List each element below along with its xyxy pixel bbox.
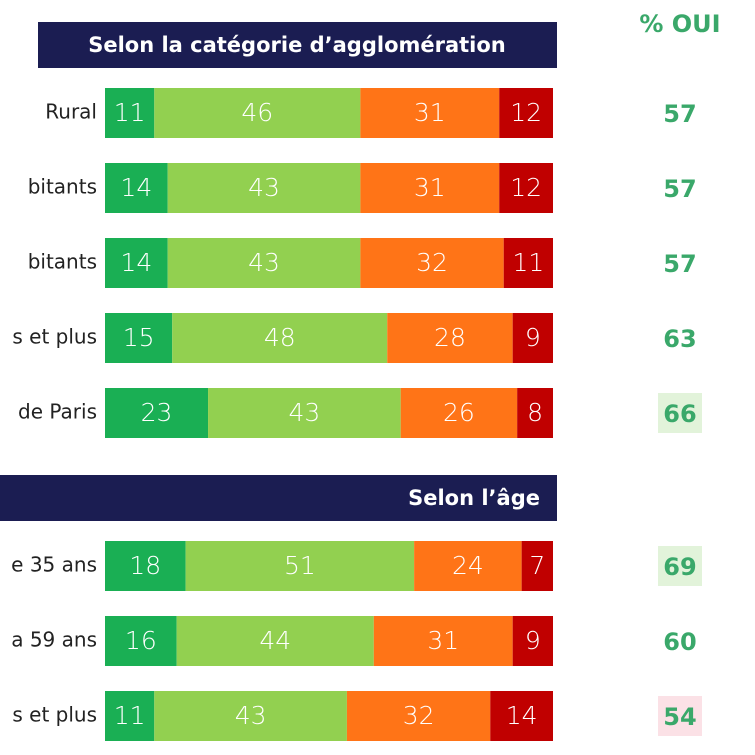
- value-label: 32: [403, 701, 435, 730]
- value-label: 11: [114, 701, 146, 730]
- bar-segment: [512, 616, 553, 666]
- bar-segment: [373, 616, 513, 666]
- category-label: bitants: [28, 175, 97, 199]
- bar-segment: [499, 163, 553, 213]
- bar-segment: [105, 541, 186, 591]
- value-label: 18: [129, 551, 161, 580]
- value-label: 26: [443, 398, 475, 427]
- value-label: 44: [259, 626, 291, 655]
- value-label: 31: [414, 173, 446, 202]
- value-label: 11: [114, 98, 146, 127]
- bar-segment: [185, 541, 415, 591]
- bar-segment: [176, 616, 374, 666]
- group-header: [38, 22, 557, 68]
- category-label: Rural: [45, 100, 97, 124]
- value-label: 43: [248, 248, 280, 277]
- value-label: 24: [452, 551, 484, 580]
- value-label: 14: [120, 173, 152, 202]
- value-label: 48: [264, 323, 296, 352]
- oui-highlight: [658, 546, 702, 586]
- value-label: 46: [241, 98, 273, 127]
- bar-segment: [105, 616, 177, 666]
- category-label: e 35 ans: [11, 553, 97, 577]
- value-label: 12: [510, 173, 542, 202]
- oui-value: 57: [663, 175, 696, 203]
- value-label: 51: [284, 551, 316, 580]
- bar-segment: [521, 541, 553, 591]
- category-label: s et plus: [12, 325, 97, 349]
- bar-segment: [172, 313, 388, 363]
- value-label: 15: [123, 323, 155, 352]
- value-label: 31: [414, 98, 446, 127]
- value-label: 23: [141, 398, 173, 427]
- oui-value: 69: [663, 553, 696, 581]
- bar-segment: [346, 691, 491, 741]
- value-label: 31: [427, 626, 459, 655]
- value-label: 9: [525, 626, 541, 655]
- bar-segment: [414, 541, 522, 591]
- bar-segment: [105, 388, 209, 438]
- bar-segment: [512, 313, 553, 363]
- bar-segment: [105, 313, 173, 363]
- bar-segment: [208, 388, 401, 438]
- bar-segment: [490, 691, 553, 741]
- bar-segment: [154, 691, 347, 741]
- bar-segment: [167, 238, 361, 288]
- bar-segment: [167, 163, 361, 213]
- oui-value: 54: [663, 703, 696, 731]
- bar-segment: [360, 163, 500, 213]
- oui-value: 63: [663, 325, 696, 353]
- bar-segment: [360, 238, 504, 288]
- oui-value: 60: [663, 628, 696, 656]
- value-label: 28: [434, 323, 466, 352]
- bar-segment: [400, 388, 518, 438]
- value-label: 43: [235, 701, 267, 730]
- bar-segment: [105, 88, 155, 138]
- oui-value: 57: [663, 100, 696, 128]
- value-label: 14: [506, 701, 538, 730]
- bar-segment: [503, 238, 553, 288]
- category-label: s et plus: [12, 703, 97, 727]
- oui-value: 66: [663, 400, 696, 428]
- group-title: Selon l’âge: [408, 486, 540, 510]
- oui-value: 57: [663, 250, 696, 278]
- value-label: 43: [288, 398, 320, 427]
- value-label: 8: [527, 398, 543, 427]
- group-header: [0, 475, 557, 521]
- oui-title: % OUI: [639, 10, 720, 38]
- category-label: de Paris: [18, 400, 97, 424]
- bar-segment: [387, 313, 513, 363]
- bar-segment: [517, 388, 553, 438]
- oui-highlight: [658, 696, 702, 736]
- bar-segment: [105, 691, 155, 741]
- value-label: 9: [525, 323, 541, 352]
- value-label: 7: [529, 551, 545, 580]
- value-label: 11: [512, 248, 544, 277]
- bar-segment: [154, 88, 361, 138]
- category-label: bitants: [28, 250, 97, 274]
- group-title: Selon la catégorie d’agglomération: [88, 33, 506, 57]
- oui-highlight: [658, 393, 702, 433]
- bar-segment: [105, 238, 168, 288]
- value-label: 32: [416, 248, 448, 277]
- bar-segment: [360, 88, 500, 138]
- bar-segment: [499, 88, 553, 138]
- bar-segment: [105, 163, 168, 213]
- value-label: 16: [125, 626, 157, 655]
- value-label: 14: [120, 248, 152, 277]
- value-label: 12: [510, 98, 542, 127]
- category-label: a 59 ans: [11, 628, 97, 652]
- value-label: 43: [248, 173, 280, 202]
